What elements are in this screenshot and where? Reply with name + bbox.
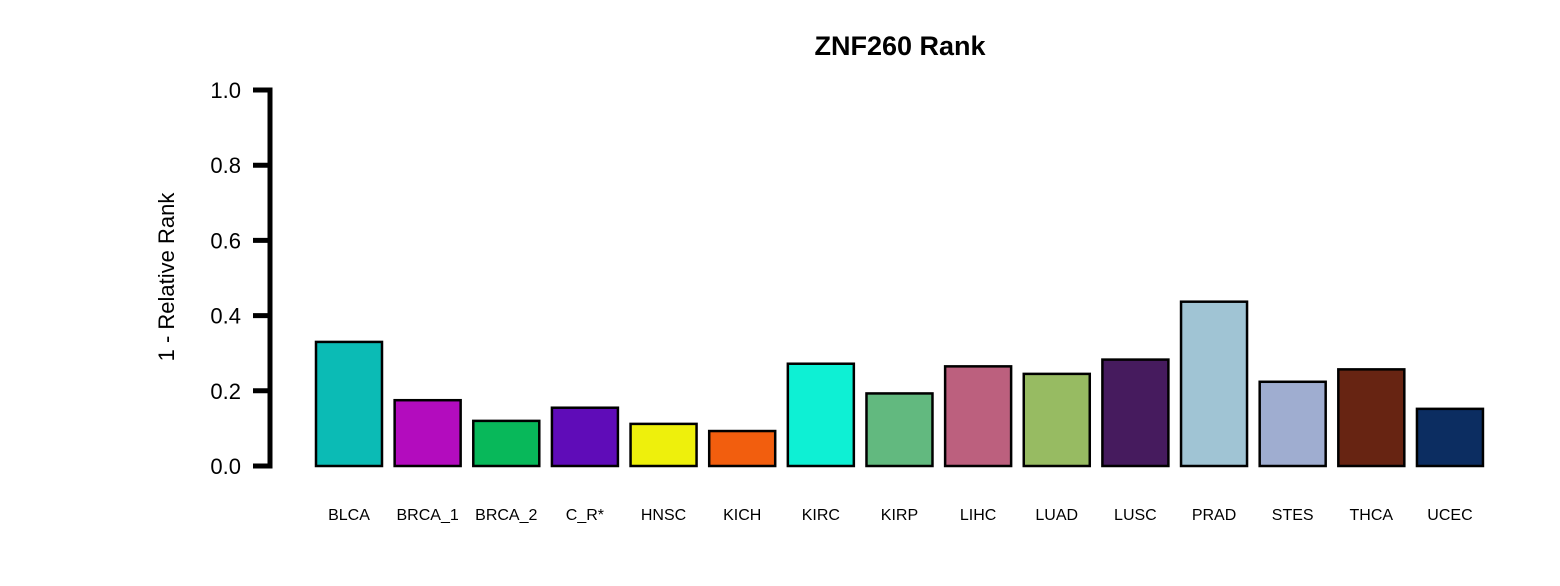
x-tick-label: LIHC <box>960 507 996 524</box>
x-tick-label: THCA <box>1350 507 1394 524</box>
y-tick-label: 0.2 <box>210 379 241 404</box>
bar-hnsc <box>629 422 698 468</box>
y-tick-label: 0.4 <box>210 304 241 329</box>
bar-stes <box>1258 380 1327 468</box>
x-tick-label: BLCA <box>328 507 370 524</box>
bar-lusc <box>1101 358 1170 468</box>
x-tick-label: BRCA_2 <box>475 507 537 524</box>
x-tick-label: PRAD <box>1192 507 1236 524</box>
bar-ucec <box>1415 407 1485 468</box>
x-tick-label: UCEC <box>1427 507 1472 524</box>
x-tick-label: BRCA_1 <box>397 507 459 524</box>
y-tick-label: 0.0 <box>210 454 241 479</box>
chart-title: ZNF260 Rank <box>814 31 986 61</box>
x-tick-label: LUAD <box>1035 507 1078 524</box>
x-tick-label: STES <box>1272 507 1314 524</box>
bars-group <box>314 300 1485 468</box>
bar-blca <box>314 340 384 468</box>
x-tick-label: HNSC <box>641 507 686 524</box>
bar-kich <box>707 429 777 468</box>
x-tick-label: C_R* <box>566 507 604 524</box>
y-tick-label: 0.6 <box>210 228 241 253</box>
x-tick-labels: BLCA BRCA_1 BRCA_2 C_R* HNSC KICH KIRC KIRP LIHC… <box>328 507 1473 524</box>
bar-prad <box>1179 300 1249 468</box>
x-tick-label: LUSC <box>1114 507 1157 524</box>
x-tick-label: KIRP <box>881 507 918 524</box>
bar-c-r <box>550 406 620 468</box>
y-axis: 0.0 0.2 0.4 0.6 0.8 1.0 <box>210 78 273 479</box>
bar-lihc <box>943 365 1013 468</box>
bar-brca-1 <box>393 398 462 468</box>
x-tick-label: KIRC <box>802 507 840 524</box>
y-tick-label: 1.0 <box>210 78 241 103</box>
bar-thca <box>1337 368 1406 468</box>
bar-kirp <box>865 392 934 468</box>
bar-luad <box>1022 372 1092 468</box>
x-tick-label: KICH <box>723 507 761 524</box>
y-tick-label: 0.8 <box>210 153 241 178</box>
bar-brca-2 <box>472 419 541 468</box>
y-axis-label: 1 - Relative Rank <box>154 192 179 362</box>
bar-kirc <box>786 362 856 468</box>
